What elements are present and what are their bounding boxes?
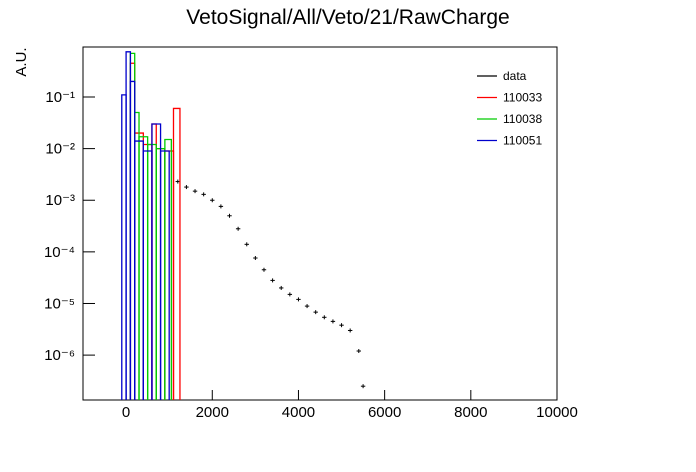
x-tick-label: 8000: [454, 404, 487, 421]
data-point: [184, 185, 189, 190]
data-point: [261, 267, 267, 272]
data-point: [313, 310, 318, 315]
y-tick-label: 10⁻¹: [45, 89, 75, 106]
data-point: [330, 319, 336, 324]
data-point: [304, 304, 310, 309]
x-tick-label: 2000: [196, 404, 229, 421]
y-tick-label: 10⁻³: [45, 192, 75, 209]
legend-label: 110033: [503, 91, 542, 105]
legend-label: 110038: [503, 112, 542, 126]
y-axis-label: A.U.: [13, 47, 30, 76]
data-point: [356, 349, 361, 354]
data-point: [279, 285, 284, 290]
data-point: [210, 198, 215, 203]
data-point: [201, 192, 206, 197]
histogram-bin: [159, 150, 170, 400]
data-point: [244, 242, 249, 247]
data-point: [287, 292, 293, 297]
data-point: [235, 226, 241, 231]
x-tick-label: 10000: [536, 404, 578, 421]
data-point: [175, 179, 180, 184]
data-point: [227, 213, 232, 218]
plot-frame: [82, 46, 558, 401]
data-point: [339, 323, 344, 328]
data-point: [253, 256, 258, 261]
data-point: [296, 297, 301, 302]
data-point: [322, 315, 327, 320]
x-tick-label: 6000: [368, 404, 401, 421]
y-tick-label: 10⁻⁶: [44, 347, 75, 364]
data-point: [218, 204, 224, 209]
y-tick-label: 10⁻²: [45, 141, 75, 158]
legend-label: data: [503, 69, 527, 83]
data-point: [270, 278, 275, 283]
data-point: [347, 328, 353, 333]
data-point: [192, 189, 198, 194]
legend-label: 110051: [503, 134, 542, 148]
data-point: [360, 384, 366, 389]
histogram-bin: [172, 107, 181, 400]
x-tick-label: 4000: [282, 404, 315, 421]
y-tick-label: 10⁻⁵: [44, 295, 75, 312]
chart-title: VetoSignal/All/Veto/21/RawCharge: [186, 6, 509, 29]
x-tick-label: 0: [122, 404, 130, 421]
y-tick-label: 10⁻⁴: [44, 244, 75, 261]
histogram-bin: [164, 138, 172, 400]
